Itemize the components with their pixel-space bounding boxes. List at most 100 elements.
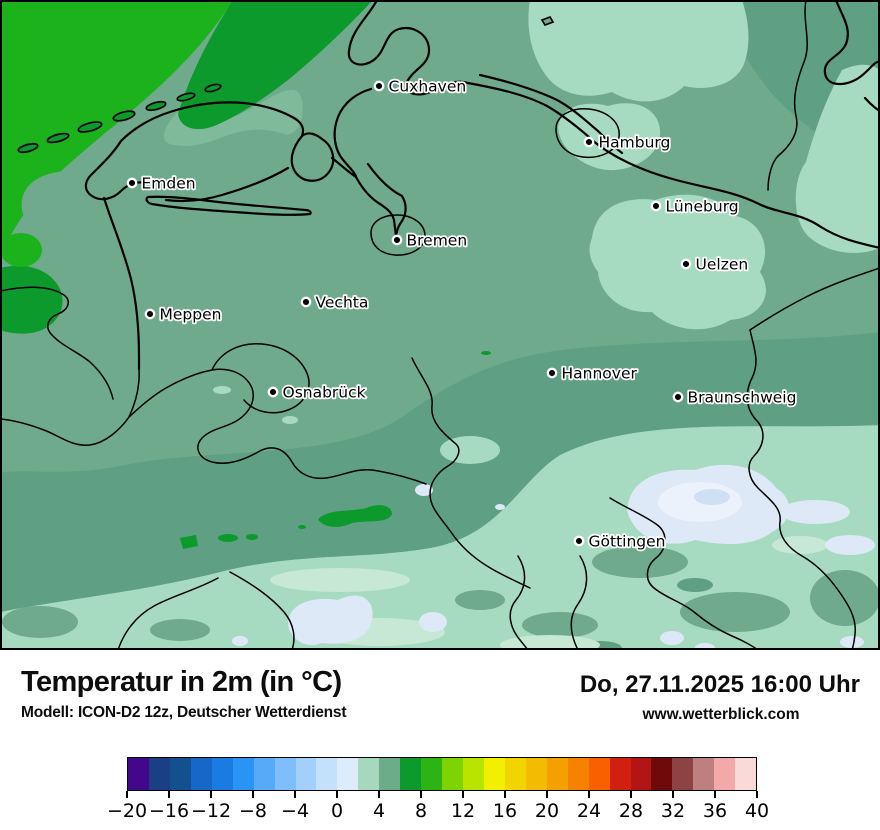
colorbar-tick-label: −8 [238,800,267,822]
city-dot [573,535,585,547]
colorbar-cell [337,758,359,790]
colorbar-tick [630,791,632,798]
city-dot [373,80,385,92]
region-sage-patch [455,590,505,610]
colorbar-cell [421,758,443,790]
colorbar-cell [190,758,212,790]
colorbar-cell [672,758,694,790]
region-sage-patch [522,612,598,638]
region-mintlight-patch [772,536,828,554]
colorbar-cell [400,758,422,790]
region-sh-mint [528,0,749,102]
region-mint-fleck [440,436,500,464]
region-cold-patch [419,612,447,632]
colorbar-cell [211,758,233,790]
city-dot [267,386,279,398]
city-marker-uelzen: Uelzen [680,254,750,275]
colorbar-cell [588,758,610,790]
colorbar-cell [169,758,191,790]
city-label: Cuxhaven [389,78,467,96]
region-cold-patch [825,535,875,555]
region-cold-patch [302,603,318,613]
state-borders [0,0,880,650]
region-cold-patch [232,636,248,646]
city-marker-emden: Emden [126,173,197,194]
region-nl-warm [0,265,63,334]
colorbar-tick-label: 36 [702,800,728,822]
city-label: Göttingen [589,533,666,551]
region-lake-warm [298,525,306,529]
city-dot [144,308,156,320]
region-cold-fleck [415,484,433,496]
region-mintlight-patch [270,568,410,592]
city-dot [583,136,595,148]
colorbar-cell [442,758,463,790]
map-frame [0,0,880,650]
colorbar-tick-label: 32 [660,800,686,822]
city-dot [546,367,558,379]
colorbar-tick [126,791,128,798]
colorbar-cell [693,758,715,790]
colorbar-cell [609,758,631,790]
city-label: Bremen [407,232,468,250]
region-wadden-band [163,89,303,146]
colorbar-cell [546,758,568,790]
city-dot [391,234,403,246]
colorbar-tick-label: −4 [280,800,309,822]
city-label: Osnabrück [283,384,366,402]
colorbar-tick [462,791,464,798]
temperature-map: Cuxhaven Hamburg Emden Lüneburg Bremen Uelzen… [0,0,880,650]
colorbar-tick-label: 20 [534,800,560,822]
city-marker-hamburg: Hamburg [583,132,672,153]
colorbar-tick [210,791,212,798]
colorbar-tick [168,791,170,798]
region-ne-mint [795,64,880,253]
city-label: Uelzen [696,256,749,274]
colorbar-cell [651,758,673,790]
region-lake-warm [481,351,491,355]
colorbar-tick-label: 0 [330,800,344,822]
temperature-colorbar: −20 −16 −12 −8 −4 0 4 8 12 16 20 24 28 32 36 40 [107,757,769,822]
colorbar-tick [672,791,674,798]
colorbar-tick-label: 8 [414,800,428,822]
city-label: Lüneburg [666,198,739,216]
datetime-label: Do, 27.11.2025 16:00 Uhr [579,671,860,698]
region-lake-warm [218,534,238,542]
colorbar-tick [504,791,506,798]
map-footer: Temperatur in 2m (in °C) Do, 27.11.2025 … [0,650,880,830]
region-sage-patch [2,606,78,638]
colorbar-tick-label: 40 [744,800,770,822]
colorbar-tick-label: −20 [106,800,148,822]
region-darksage-fleck [677,578,713,592]
city-marker-braunschweig: Braunschweig [672,387,798,408]
region-nl-warm-spot [0,233,42,267]
colorbar-cell [567,758,589,790]
region-coastal-warm [178,0,373,130]
colorbar-tick-label: 4 [372,800,386,822]
colorbar-tick-label: 12 [450,800,476,822]
colorbar-cells [127,757,757,791]
colorbar-tick [546,791,548,798]
colorbar-cell [630,758,652,790]
colorbar-cell [295,758,317,790]
region-lake-warm [318,505,392,527]
city-label: Meppen [160,306,222,324]
region-northsea-warm [0,0,233,258]
region-sage-patch [810,570,880,626]
colorbar-tick [714,791,716,798]
page-title: Temperatur in 2m (in °C) [21,666,342,698]
colorbar-tick [756,791,758,798]
city-marker-meppen: Meppen [144,304,223,325]
region-lake-warm [246,534,258,540]
city-label: Hamburg [599,134,671,152]
colorbar-cell [483,758,505,790]
city-marker-gttingen: Göttingen [573,531,667,552]
city-dot [126,177,138,189]
region-mint-fleck [282,416,298,424]
colorbar-cell [128,758,149,790]
colorbar-cell [379,758,401,790]
region-cold-fleck [495,504,505,510]
city-layer: Cuxhaven Hamburg Emden Lüneburg Bremen Uelzen… [126,76,798,552]
city-marker-lneburg: Lüneburg [650,196,740,217]
